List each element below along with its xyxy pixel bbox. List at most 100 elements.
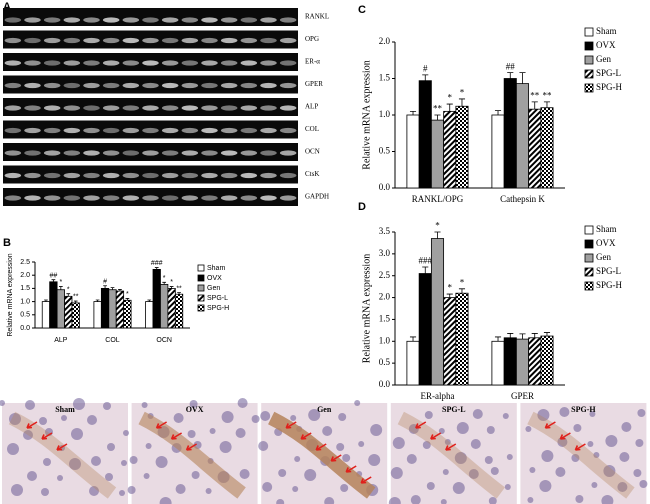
gel-band xyxy=(102,195,120,201)
cell-cluster xyxy=(484,456,493,464)
bar xyxy=(108,289,117,329)
cell-cluster xyxy=(155,456,168,468)
cell-cluster xyxy=(262,482,273,492)
error-bar xyxy=(446,293,453,298)
x-tick-label: COL xyxy=(105,337,120,344)
cell-cluster xyxy=(537,409,550,421)
significance-label: * xyxy=(59,279,62,286)
gel-band xyxy=(142,105,159,111)
gel-band xyxy=(181,82,199,89)
cell-cluster xyxy=(336,443,345,451)
gel-band xyxy=(181,60,199,66)
error-bar xyxy=(169,286,174,289)
gel-band xyxy=(240,17,258,23)
cell-cluster xyxy=(426,482,435,490)
gel-panel: ShamOVXGenSPG-LSPG-HRANKLOPGER-αGPERALPC… xyxy=(3,8,329,206)
significance-label: ** xyxy=(176,285,182,292)
error-bar xyxy=(125,298,130,301)
gel-band xyxy=(24,127,41,134)
error-bar xyxy=(519,72,526,84)
significance-label: * xyxy=(126,291,129,298)
gel-band xyxy=(122,105,140,111)
cell-cluster xyxy=(290,415,297,421)
y-tick-label: 1.0 xyxy=(379,335,391,345)
cell-cluster xyxy=(639,480,648,488)
bar xyxy=(100,287,110,329)
bar xyxy=(430,238,445,386)
error-bar xyxy=(458,98,466,107)
legend-label: Gen xyxy=(596,54,611,64)
cell-cluster xyxy=(43,458,51,466)
bar xyxy=(491,114,505,189)
y-tick-label: 1.5 xyxy=(20,285,30,292)
cell-cluster xyxy=(589,411,596,417)
significance-label: ** xyxy=(73,294,79,301)
error-bar xyxy=(507,333,514,338)
y-tick-label: 1.5 xyxy=(379,73,391,83)
cell-cluster xyxy=(41,488,49,496)
cell-cluster xyxy=(159,497,172,504)
cell-cluster xyxy=(573,424,582,432)
error-bar xyxy=(103,285,107,289)
error-bar xyxy=(531,333,538,338)
gel-band xyxy=(43,60,61,66)
cell-cluster xyxy=(392,437,405,449)
cell-cluster xyxy=(456,422,469,434)
significance-label: # xyxy=(103,278,107,285)
gel-band xyxy=(181,127,199,134)
arrow xyxy=(155,421,168,429)
cell-cluster xyxy=(525,426,532,432)
gel-band xyxy=(240,105,258,111)
gel-band xyxy=(83,37,100,44)
gel-band xyxy=(102,105,120,111)
gel-band xyxy=(122,60,140,66)
cell-cluster xyxy=(235,428,246,438)
cell-cluster xyxy=(488,497,497,504)
legend-swatch xyxy=(584,55,594,65)
bar xyxy=(528,337,542,386)
cell-cluster xyxy=(603,465,616,477)
significance-label: ** xyxy=(542,91,552,101)
gel-band xyxy=(142,60,159,66)
gel-band xyxy=(161,60,179,66)
gel-band xyxy=(220,195,238,201)
cell-cluster xyxy=(621,422,632,432)
cell-cluster xyxy=(342,454,351,462)
significance-label: ** xyxy=(530,91,540,101)
y-tick-label: 0.5 xyxy=(20,312,30,319)
gel-gene-label: GAPDH xyxy=(305,193,329,201)
cell-cluster xyxy=(410,495,421,504)
gel-band xyxy=(4,37,22,44)
cell-cluster xyxy=(278,469,287,477)
gel-band xyxy=(260,105,277,111)
bone-trabecula xyxy=(138,411,246,499)
histo-label: SPG-H xyxy=(571,405,596,414)
gel-band xyxy=(161,127,179,134)
gel-band xyxy=(181,37,199,44)
gel-band xyxy=(4,172,22,179)
bone-trabecula xyxy=(397,411,506,499)
gel-band xyxy=(83,60,100,66)
gel-band xyxy=(240,150,258,156)
legend-swatch xyxy=(584,41,594,51)
gel-band xyxy=(279,195,297,201)
y-tick-label: 2.5 xyxy=(379,270,391,280)
gel-band xyxy=(63,82,81,89)
gel-gene-label: CtsK xyxy=(305,170,319,178)
gel-band xyxy=(24,172,41,179)
error-bar xyxy=(147,299,152,302)
significance-label: * xyxy=(67,286,70,293)
bar xyxy=(528,108,542,189)
arrow xyxy=(360,476,372,484)
legend-swatch xyxy=(584,69,594,79)
bar xyxy=(443,110,457,189)
bar xyxy=(406,114,420,189)
error-bar xyxy=(110,287,115,290)
gel-band xyxy=(260,195,277,201)
cell-cluster xyxy=(57,475,63,481)
gel-band xyxy=(83,172,100,179)
legend-label: SPG-L xyxy=(596,68,621,78)
significance-label: * xyxy=(163,275,166,282)
bar xyxy=(491,340,505,386)
cell-cluster xyxy=(221,411,234,423)
